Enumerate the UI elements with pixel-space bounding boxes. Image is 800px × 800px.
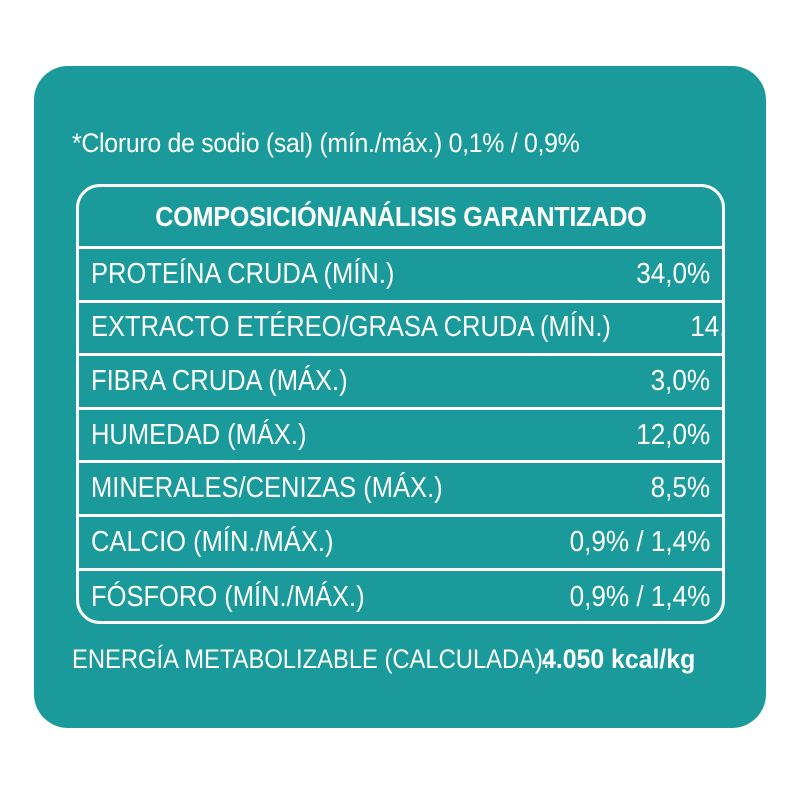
row-value: 3,0% <box>650 364 710 397</box>
row-value: 12,0% <box>635 418 710 451</box>
table-row: PROTEÍNA CRUDA (MÍN.) 34,0% <box>79 249 722 303</box>
row-label: MINERALES/CENIZAS (MÁX.) <box>91 472 443 505</box>
metabolizable-energy: ENERGÍA METABOLIZABLE (CALCULADA): 4.050… <box>72 644 732 675</box>
table-row: CALCIO (MÍN./MÁX.) 0,9% / 1,4% <box>79 517 722 571</box>
nutrition-panel: *Cloruro de sodio (sal) (mín./máx.) 0,1%… <box>34 66 766 728</box>
guaranteed-analysis-table: COMPOSICIÓN/ANÁLISIS GARANTIZADO PROTEÍN… <box>76 184 725 624</box>
row-value: 8,5% <box>650 472 710 505</box>
row-label: EXTRACTO ETÉREO/GRASA CRUDA (MÍN.) <box>91 311 611 344</box>
energy-value: 4.050 kcal/kg <box>542 644 696 674</box>
row-label: FÓSFORO (MÍN./MÁX.) <box>91 580 365 613</box>
table-row: EXTRACTO ETÉREO/GRASA CRUDA (MÍN.) 14,0% <box>79 303 722 357</box>
row-value: 14,0% <box>690 311 722 344</box>
salt-note: *Cloruro de sodio (sal) (mín./máx.) 0,1%… <box>72 128 580 158</box>
energy-label: ENERGÍA METABOLIZABLE (CALCULADA): <box>72 644 550 674</box>
row-value: 0,9% / 1,4% <box>569 580 710 613</box>
row-label: CALCIO (MÍN./MÁX.) <box>91 525 334 558</box>
row-value: 0,9% / 1,4% <box>569 525 710 558</box>
row-label: FIBRA CRUDA (MÁX.) <box>91 364 348 397</box>
table-row: FÓSFORO (MÍN./MÁX.) 0,9% / 1,4% <box>79 571 722 621</box>
table-header: COMPOSICIÓN/ANÁLISIS GARANTIZADO <box>79 187 722 249</box>
table-row: HUMEDAD (MÁX.) 12,0% <box>79 410 722 464</box>
row-label: PROTEÍNA CRUDA (MÍN.) <box>91 257 395 290</box>
table-row: FIBRA CRUDA (MÁX.) 3,0% <box>79 356 722 410</box>
row-label: HUMEDAD (MÁX.) <box>91 418 307 451</box>
row-value: 34,0% <box>635 257 710 290</box>
table-header-text: COMPOSICIÓN/ANÁLISIS GARANTIZADO <box>154 200 647 232</box>
table-row: MINERALES/CENIZAS (MÁX.) 8,5% <box>79 463 722 517</box>
